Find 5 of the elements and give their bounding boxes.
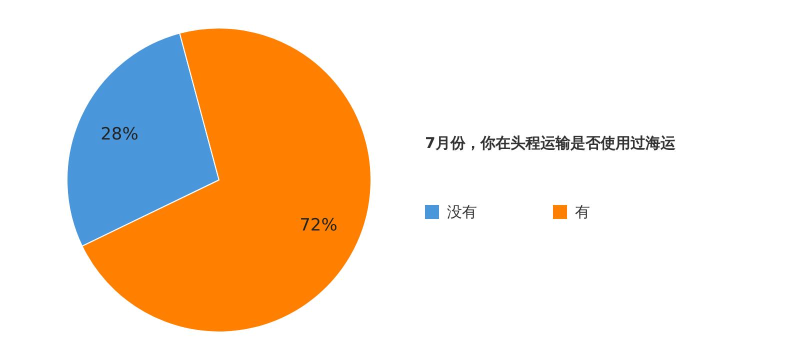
data-label: 28% xyxy=(100,124,138,144)
legend-label: 有 xyxy=(575,203,590,221)
legend-label: 没有 xyxy=(447,203,477,221)
text: 7月份，你在头程运输是否使用过海运 xyxy=(425,134,676,152)
data-label: 72% xyxy=(300,216,338,236)
